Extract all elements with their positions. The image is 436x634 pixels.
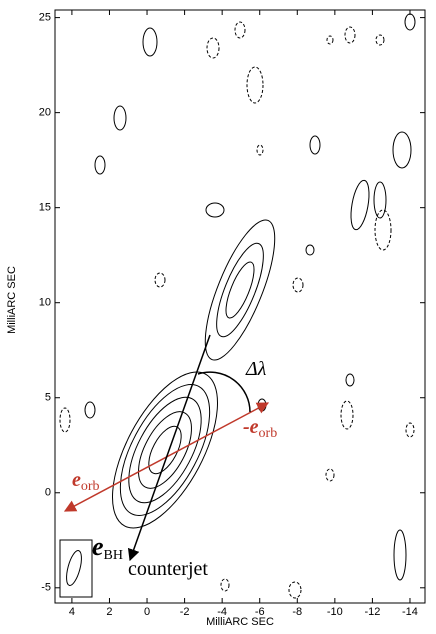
x-tick-label: -2 [180,606,190,618]
x-tick-label: -12 [364,606,380,618]
annotation-main: counterjet [128,558,208,580]
x-tick-label: -8 [292,606,302,618]
x-axis-label: MilliARC SEC [206,616,274,628]
beam-box [59,539,93,598]
x-tick-label: -4 [217,606,227,618]
y-tick-label: 5 [45,392,51,404]
beam [66,550,82,586]
annotation-main: e [72,469,81,491]
x-tick-label: -10 [327,606,343,618]
y-tick-label: 20 [39,107,51,119]
annotation-sub: orb [259,426,278,441]
x-tick-label: 2 [106,606,112,618]
x-tick-label: -6 [255,606,265,618]
y-tick-label: 15 [39,202,51,214]
plot-frame [54,9,426,604]
y-tick-label: 10 [39,297,51,309]
annotation-sub: BH [104,548,123,563]
angle-arc [197,371,251,413]
y-axis-label: MilliARC SEC [6,266,18,334]
contours [59,13,416,599]
annotation: counterjet [128,558,208,580]
annotation-main: e [92,532,104,561]
annotation: Δλ [245,358,267,380]
y-tick-label: 25 [39,12,51,24]
annotation: eBH [92,532,123,563]
y-tick-label: -5 [41,582,51,594]
annotation-main: -e [243,416,259,438]
annotation-main: Δλ [245,358,267,380]
x-tick-label: 4 [69,606,75,618]
x-tick-label: -14 [402,606,418,618]
bh-arrow [127,334,211,562]
x-tick-label: 0 [144,606,150,618]
annotation: -eorb [243,416,277,441]
y-tick-label: 0 [45,487,51,499]
annotation-sub: orb [81,479,100,494]
annotation: eorb [72,469,100,494]
